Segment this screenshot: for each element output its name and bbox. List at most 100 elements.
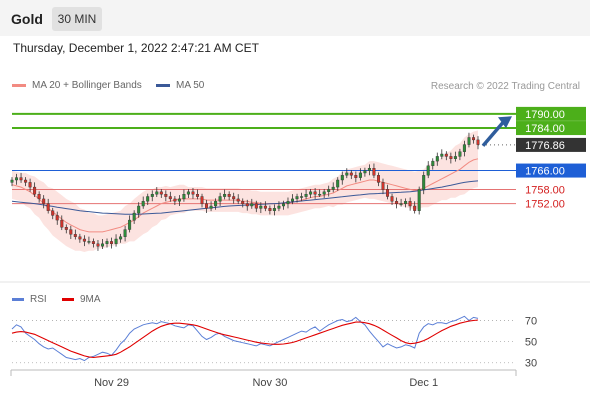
candle-body: [268, 208, 272, 211]
candle-body: [358, 172, 362, 178]
candle-body: [82, 238, 86, 242]
candle-body: [204, 203, 208, 209]
price-label-pivot-bg: [516, 163, 586, 178]
candle-body: [453, 156, 457, 159]
price-label-resistance-bg: [516, 121, 586, 136]
candle-body: [363, 170, 367, 174]
candle-body: [399, 203, 403, 205]
asset-name: Gold: [11, 11, 43, 27]
price-label-resistance-bg: [516, 106, 586, 121]
candle-body: [313, 191, 317, 195]
candle-body: [33, 186, 37, 195]
candle-body: [431, 160, 435, 167]
candle-body: [367, 167, 371, 171]
price-label-resistance: 1790.00: [525, 109, 565, 121]
candle-body: [191, 191, 195, 195]
candle-body: [195, 193, 199, 197]
legend-swatch-bollinger: [12, 84, 26, 87]
candle-body: [422, 175, 426, 190]
candle-body: [14, 177, 18, 181]
candle-body: [245, 203, 249, 207]
candle-body: [146, 196, 150, 202]
candle-body: [336, 179, 340, 188]
x-tick-label: Nov 30: [252, 377, 287, 389]
candle-body: [286, 201, 290, 204]
candle-body: [46, 203, 50, 211]
candle-body: [304, 193, 308, 197]
candle-body: [408, 201, 412, 207]
candle-body: [96, 243, 100, 247]
legend-swatch-9ma: [62, 298, 74, 301]
projection-arrow: [481, 120, 506, 147]
candle-body: [340, 175, 344, 181]
price-label-pivot: 1766.00: [525, 166, 565, 178]
price-label-last-bg: [516, 137, 586, 152]
candle-body: [24, 179, 28, 183]
candle-body: [282, 203, 286, 207]
ma50-line: [11, 180, 479, 215]
candle-body: [128, 219, 132, 230]
candle-body: [395, 201, 399, 204]
legend-bollinger: MA 20 + Bollinger Bands: [12, 80, 142, 91]
candle-body: [119, 236, 123, 240]
timeframe-badge[interactable]: 30 MIN: [52, 7, 102, 31]
projection-arrow-head: [498, 116, 512, 129]
candle-body: [105, 241, 109, 244]
candle-body: [272, 208, 276, 211]
legend-label-rsi: RSI: [30, 294, 47, 305]
candle-body: [440, 153, 444, 157]
candle-body: [309, 191, 313, 195]
candle-body: [159, 191, 163, 195]
candle-body: [354, 175, 358, 178]
candle-body: [241, 201, 245, 204]
candle-body: [472, 137, 476, 141]
candle-body: [345, 172, 349, 176]
candle-body: [87, 241, 91, 243]
x-tick-label: Dec 1: [409, 377, 438, 389]
price-label-support: 1758.00: [525, 184, 565, 196]
candle-body: [200, 196, 204, 204]
price-label-support: 1752.00: [525, 199, 565, 211]
candle-body: [327, 189, 331, 192]
legend-9ma: 9MA: [62, 294, 101, 305]
candle-body: [377, 175, 381, 183]
candle-body: [291, 198, 295, 202]
candle-body: [28, 182, 32, 188]
candle-body: [19, 177, 23, 181]
legend-ma50: MA 50: [156, 80, 204, 91]
candle-body: [390, 196, 394, 202]
candle-body: [186, 191, 190, 195]
price-label-last: 1776.86: [525, 140, 565, 152]
price-label-resistance: 1784.00: [525, 123, 565, 135]
candle-body: [69, 229, 73, 235]
candle-body: [132, 212, 136, 221]
legend-rsi: RSI: [12, 294, 47, 305]
candle-body: [318, 193, 322, 196]
candle-body: [37, 193, 41, 200]
rsi-9ma-line: [11, 319, 479, 359]
candle-body: [236, 198, 240, 202]
legend-swatch-rsi: [12, 298, 24, 301]
chart-datetime: Thursday, December 1, 2022 2:47:21 AM CE…: [13, 41, 259, 55]
candle-body: [177, 198, 181, 202]
candle-body: [73, 234, 77, 237]
legend-label-ma50: MA 50: [176, 80, 205, 91]
candle-body: [263, 205, 267, 209]
candle-body: [109, 241, 113, 244]
x-tick-label: Nov 29: [94, 377, 129, 389]
candle-body: [223, 193, 227, 197]
candle-body: [295, 196, 299, 200]
candle-body: [100, 243, 104, 247]
candle-body: [114, 238, 118, 244]
candle-body: [173, 198, 177, 202]
candle-body: [51, 210, 55, 216]
candle-body: [426, 165, 430, 176]
candle-body: [141, 201, 145, 207]
rsi-tick-label: 50: [525, 337, 537, 349]
candle-body: [164, 193, 168, 197]
candle-body: [449, 156, 453, 159]
legend-label-bollinger: MA 20 + Bollinger Bands: [32, 80, 142, 91]
candle-body: [123, 229, 127, 237]
candle-body: [259, 205, 263, 209]
